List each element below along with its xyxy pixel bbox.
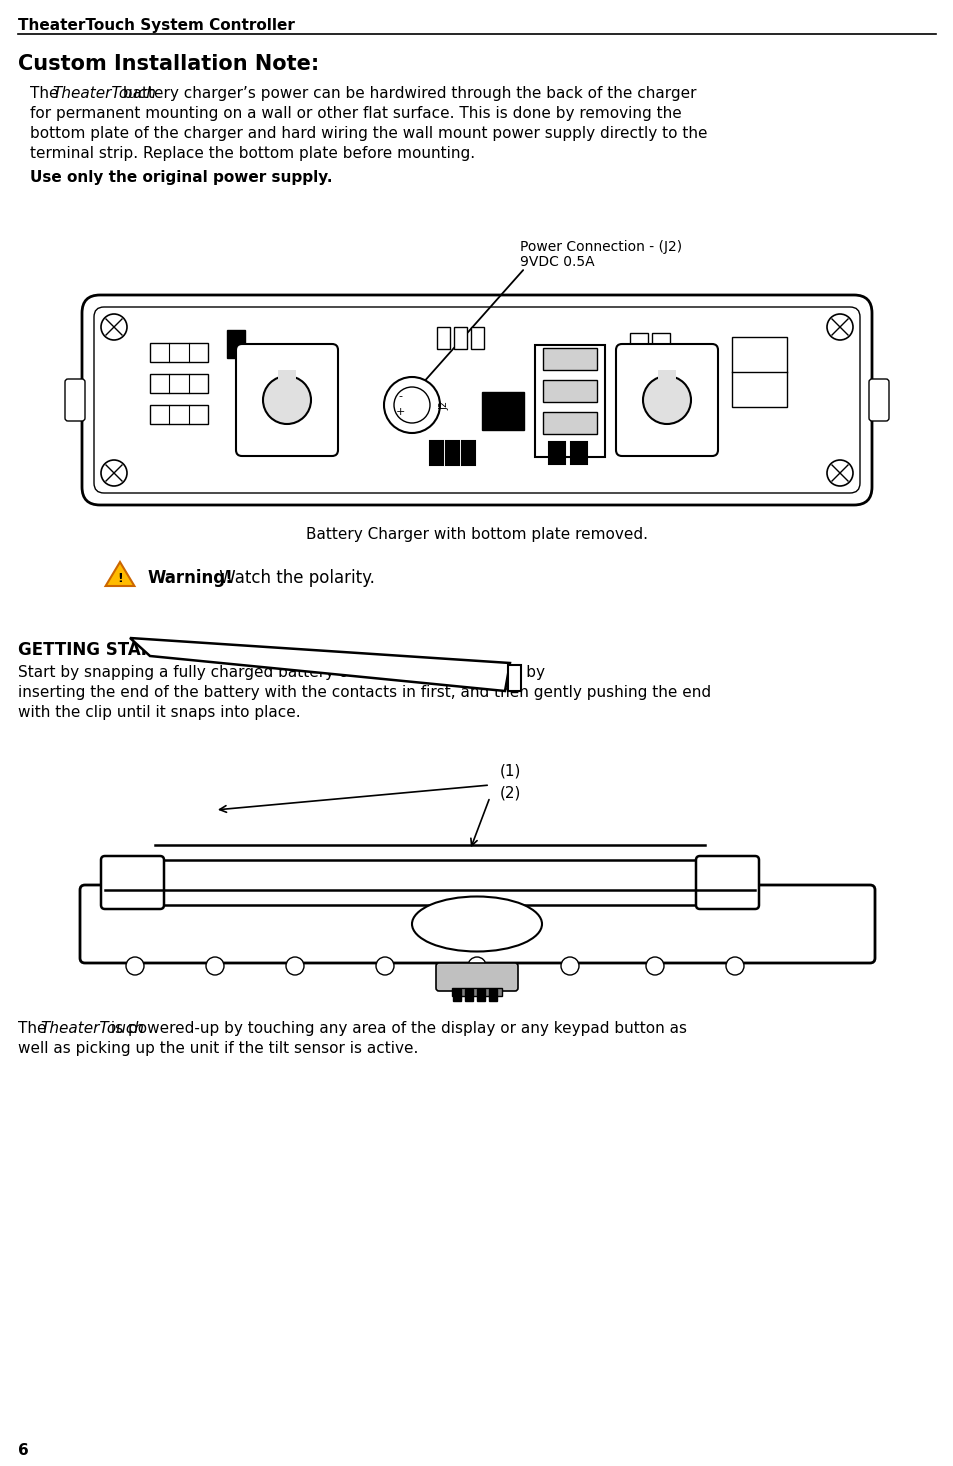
Text: (2): (2) <box>499 784 521 800</box>
Text: Start by snapping a fully charged battery on the back of the: Start by snapping a fully charged batter… <box>18 666 483 680</box>
Bar <box>150 405 208 424</box>
Bar <box>542 347 597 369</box>
FancyBboxPatch shape <box>452 988 501 995</box>
FancyBboxPatch shape <box>101 856 164 909</box>
FancyBboxPatch shape <box>235 345 337 456</box>
Bar <box>436 327 450 349</box>
Circle shape <box>468 957 485 975</box>
FancyBboxPatch shape <box>616 345 718 456</box>
Circle shape <box>394 387 430 424</box>
Text: !: ! <box>117 573 123 585</box>
Bar <box>481 391 523 430</box>
Bar <box>571 443 586 465</box>
Circle shape <box>645 957 663 975</box>
Circle shape <box>101 314 127 340</box>
Text: +: + <box>395 408 404 416</box>
Text: The: The <box>18 1020 51 1036</box>
Text: J2: J2 <box>438 400 449 409</box>
Circle shape <box>826 460 852 487</box>
Text: GETTING STARTED: GETTING STARTED <box>18 641 189 660</box>
Text: with the clip until it snaps into place.: with the clip until it snaps into place. <box>18 705 300 720</box>
Bar <box>471 327 483 349</box>
Circle shape <box>384 377 439 432</box>
Text: well as picking up the unit if the tilt sensor is active.: well as picking up the unit if the tilt … <box>18 1041 418 1056</box>
Text: is powered-up by touching any area of the display or any keypad button as: is powered-up by touching any area of th… <box>106 1020 686 1036</box>
Bar <box>476 990 484 1001</box>
FancyBboxPatch shape <box>696 856 759 909</box>
Bar <box>489 990 497 1001</box>
Text: Warning!: Warning! <box>148 569 233 586</box>
FancyBboxPatch shape <box>80 885 874 963</box>
Bar <box>150 343 208 362</box>
FancyBboxPatch shape <box>82 295 871 504</box>
Circle shape <box>126 957 144 975</box>
Polygon shape <box>507 666 520 690</box>
Bar <box>542 380 597 402</box>
Circle shape <box>375 957 394 975</box>
Bar <box>227 330 245 358</box>
FancyBboxPatch shape <box>154 861 704 905</box>
Text: TheaterTouch System Controller: TheaterTouch System Controller <box>18 18 294 34</box>
Polygon shape <box>130 638 510 690</box>
Circle shape <box>101 460 127 487</box>
Text: bottom plate of the charger and hard wiring the wall mount power supply directly: bottom plate of the charger and hard wir… <box>30 126 707 141</box>
Bar <box>453 990 460 1001</box>
FancyBboxPatch shape <box>868 380 888 421</box>
Circle shape <box>725 957 743 975</box>
Text: Battery Charger with bottom plate removed.: Battery Charger with bottom plate remove… <box>306 526 647 542</box>
FancyBboxPatch shape <box>436 963 517 991</box>
Text: Watch the polarity.: Watch the polarity. <box>213 569 375 586</box>
Ellipse shape <box>412 897 541 951</box>
Bar <box>651 333 669 361</box>
Bar <box>446 441 458 465</box>
Bar <box>731 337 786 408</box>
Circle shape <box>642 375 690 424</box>
Text: inserting the end of the battery with the contacts in first, and then gently pus: inserting the end of the battery with th… <box>18 685 710 699</box>
Text: for permanent mounting on a wall or other flat surface. This is done by removing: for permanent mounting on a wall or othe… <box>30 106 681 122</box>
Polygon shape <box>106 561 134 586</box>
Text: terminal strip. Replace the bottom plate before mounting.: terminal strip. Replace the bottom plate… <box>30 147 475 161</box>
Bar <box>461 441 475 465</box>
Circle shape <box>826 314 852 340</box>
Text: battery charger’s power can be hardwired through the back of the charger: battery charger’s power can be hardwired… <box>118 86 696 101</box>
Bar <box>629 333 647 361</box>
Text: Use only the original power supply.: Use only the original power supply. <box>30 170 333 185</box>
Text: (1): (1) <box>499 762 521 778</box>
Circle shape <box>263 375 311 424</box>
Circle shape <box>286 957 304 975</box>
Text: TheaterTouch: TheaterTouch <box>52 86 155 101</box>
Bar <box>150 374 208 393</box>
Text: 9VDC 0.5A: 9VDC 0.5A <box>519 255 594 268</box>
Text: -: - <box>397 391 401 402</box>
FancyBboxPatch shape <box>65 380 85 421</box>
Circle shape <box>206 957 224 975</box>
Text: This is done by: This is done by <box>424 666 544 680</box>
Text: TheaterTouch.: TheaterTouch. <box>354 666 462 680</box>
Text: TheaterTouch: TheaterTouch <box>40 1020 144 1036</box>
Text: Custom Installation Note:: Custom Installation Note: <box>18 54 319 73</box>
Bar <box>454 327 467 349</box>
Bar <box>464 990 473 1001</box>
Text: The: The <box>30 86 63 101</box>
Circle shape <box>560 957 578 975</box>
Bar <box>542 412 597 434</box>
Polygon shape <box>277 369 295 388</box>
Bar <box>430 441 442 465</box>
Text: 6: 6 <box>18 1443 29 1459</box>
Polygon shape <box>658 369 676 388</box>
Text: Power Connection - (J2): Power Connection - (J2) <box>519 240 681 254</box>
Bar <box>548 443 564 465</box>
Bar <box>535 345 604 457</box>
